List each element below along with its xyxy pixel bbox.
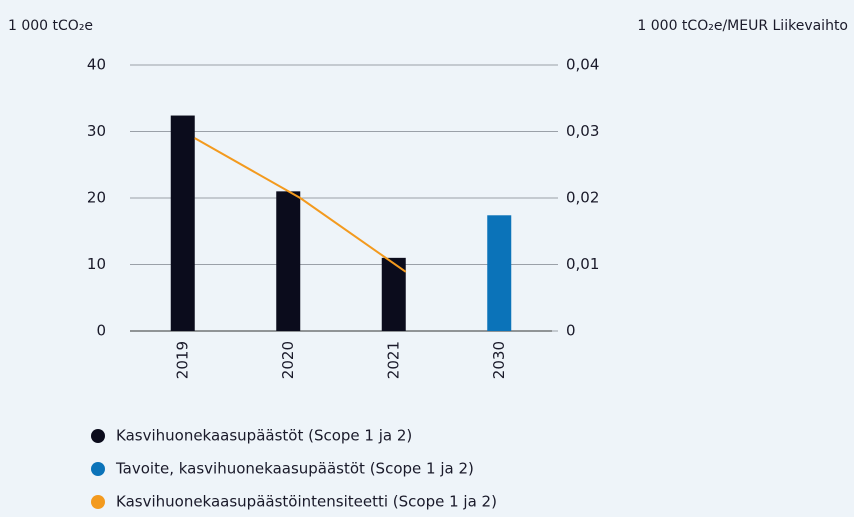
y2-tick-label: 0,02 xyxy=(566,189,599,207)
x-tick-label: 2021 xyxy=(384,341,402,379)
x-tick-label: 2019 xyxy=(173,341,191,379)
y2-tick-label: 0,04 xyxy=(566,56,599,74)
x-tick-label: 2020 xyxy=(279,341,297,379)
line xyxy=(194,137,407,273)
y-tick-label: 0 xyxy=(96,322,106,340)
x-tick-label: 2030 xyxy=(490,341,508,379)
bar xyxy=(170,115,195,331)
legend-label: Tavoite, kasvihuonekaasupäästöt (Scope 1… xyxy=(115,460,474,478)
bar xyxy=(276,191,301,331)
y2-axis-title: 1 000 tCO₂e/MEUR Liikevaihto xyxy=(637,18,848,34)
y2-tick-label: 0,01 xyxy=(566,255,599,273)
legend-swatch xyxy=(91,462,105,476)
legend-swatch xyxy=(91,495,105,509)
y-axis-title: 1 000 tCO₂e xyxy=(8,18,93,34)
y-tick-label: 20 xyxy=(87,189,106,207)
legend-label: Kasvihuonekaasupäästöintensiteetti (Scop… xyxy=(116,493,497,511)
y2-tick-label: 0 xyxy=(566,322,576,340)
y-tick-label: 40 xyxy=(87,56,106,74)
y2-tick-label: 0,03 xyxy=(566,122,599,140)
bar xyxy=(487,215,512,331)
legend-label: Kasvihuonekaasupäästöt (Scope 1 ja 2) xyxy=(116,427,412,445)
y-tick-label: 30 xyxy=(87,122,106,140)
y-tick-label: 10 xyxy=(87,255,106,273)
legend-swatch xyxy=(91,429,105,443)
